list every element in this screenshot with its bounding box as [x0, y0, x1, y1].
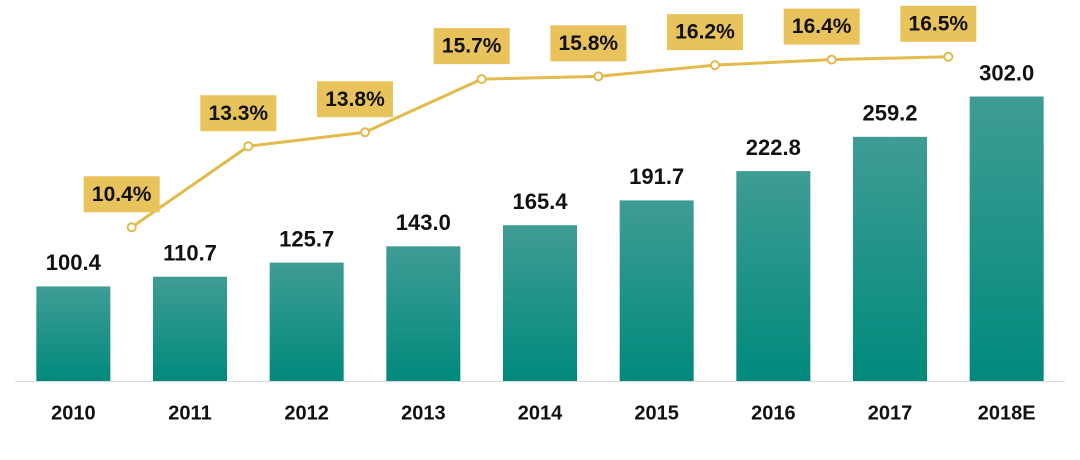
x-tick-label: 2016 [751, 402, 796, 424]
x-tick-label: 2018E [978, 402, 1036, 424]
bar [386, 246, 461, 381]
growth-value-label: 16.5% [909, 12, 969, 35]
bar-value-label: 259.2 [862, 101, 917, 126]
x-tick-label: 2013 [401, 402, 446, 424]
bar-value-label: 110.7 [163, 241, 217, 266]
growth-label-box [550, 25, 627, 62]
x-tick-label: 2011 [168, 402, 211, 424]
bar [969, 96, 1044, 381]
bar-value-label: 222.8 [746, 135, 801, 160]
growth-label-box [667, 14, 743, 51]
bar [36, 286, 111, 381]
growth-value-label: 13.8% [325, 88, 385, 111]
bar-value-label: 302.0 [979, 60, 1034, 85]
growth-line [130, 55, 949, 229]
bar-value-label: 143.0 [396, 210, 451, 235]
growth-value-label: 16.2% [675, 21, 735, 44]
growth-point [710, 60, 720, 71]
x-tick-label: 2012 [284, 402, 329, 424]
bar-value-label: 100.4 [46, 250, 102, 275]
growth-value-label: 15.7% [442, 35, 502, 58]
growth-label-box [83, 176, 160, 213]
growth-point [826, 54, 837, 65]
growth-point [243, 141, 254, 152]
bar-value-label: 191.7 [629, 164, 684, 189]
growth-point [360, 127, 370, 138]
bar [269, 262, 344, 381]
growth-value-label: 15.8% [559, 32, 619, 55]
bar [853, 136, 927, 381]
growth-point [476, 74, 487, 85]
bar-value-label: 125.7 [279, 226, 334, 251]
growth-value-label: 13.3% [209, 102, 269, 125]
growth-label-box [900, 5, 977, 42]
growth-label-box [783, 8, 860, 45]
growth-label-box [433, 28, 510, 65]
growth-value-label: 10.4% [92, 183, 152, 206]
x-tick-label: 2010 [51, 402, 96, 424]
x-tick-label: 2015 [634, 402, 679, 424]
bar [503, 225, 577, 381]
growth-point [593, 71, 604, 82]
bar [153, 276, 227, 381]
bar-value-label: 165.4 [512, 189, 568, 214]
growth-label-box [200, 95, 277, 132]
bar [619, 200, 694, 381]
growth-point [126, 222, 137, 233]
x-tick-label: 2017 [868, 402, 913, 424]
growth-label-box [317, 81, 393, 118]
growth-point [943, 51, 954, 62]
bar [736, 171, 811, 381]
growth-value-label: 16.4% [792, 15, 852, 38]
x-tick-label: 2014 [518, 402, 563, 424]
